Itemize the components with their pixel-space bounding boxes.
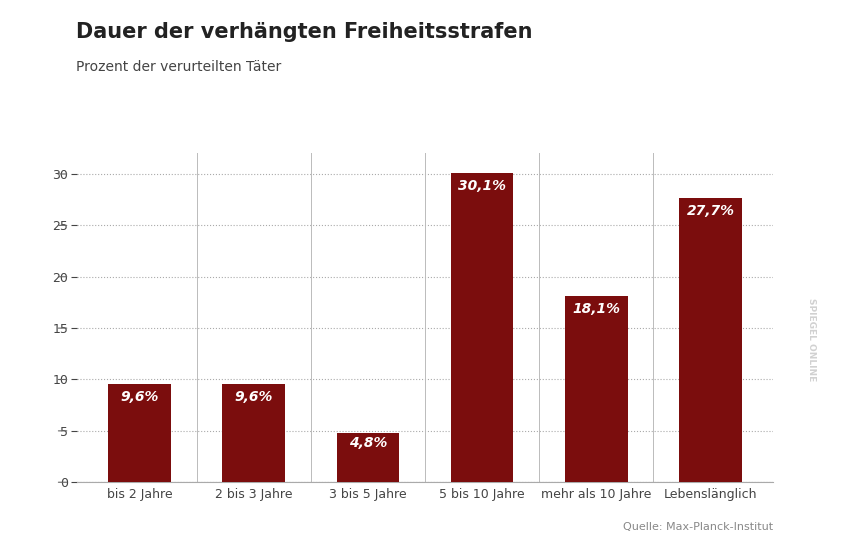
Text: 9,6%: 9,6%: [121, 390, 159, 404]
Bar: [108, 384, 171, 482]
Text: Dauer der verhängten Freiheitsstrafen: Dauer der verhängten Freiheitsstrafen: [76, 22, 533, 42]
Text: 9,6%: 9,6%: [235, 390, 273, 404]
Text: 27,7%: 27,7%: [687, 204, 734, 218]
Bar: [450, 173, 513, 482]
Text: 4,8%: 4,8%: [348, 436, 387, 450]
Bar: [565, 296, 627, 482]
Text: Prozent der verurteilten Täter: Prozent der verurteilten Täter: [76, 60, 281, 75]
Text: SPIEGEL ONLINE: SPIEGEL ONLINE: [808, 298, 816, 381]
Text: 18,1%: 18,1%: [572, 302, 620, 316]
Text: Quelle: Max-Planck-Institut: Quelle: Max-Planck-Institut: [623, 522, 774, 532]
Bar: [223, 384, 285, 482]
Bar: [337, 433, 400, 482]
Text: 30,1%: 30,1%: [458, 179, 506, 193]
Bar: [679, 198, 742, 482]
